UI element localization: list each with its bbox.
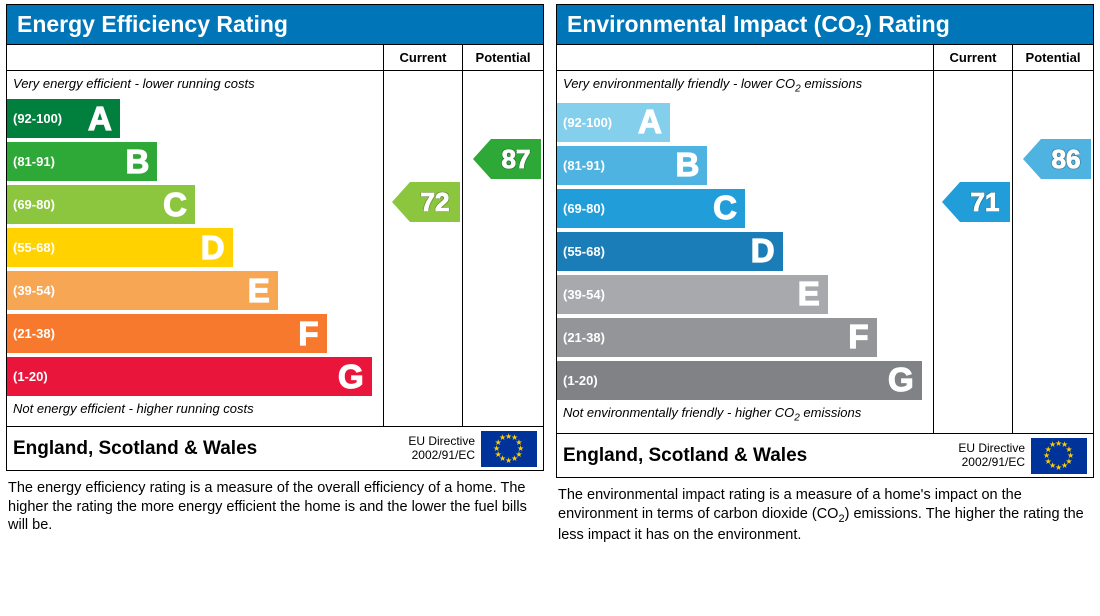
header-potential: Potential xyxy=(1013,45,1093,70)
rating-arrow: 87 xyxy=(473,139,541,179)
band-range: (81-91) xyxy=(7,154,126,169)
rating-band-e: (39-54)E xyxy=(7,271,278,310)
directive-label: EU Directive 2002/91/EC xyxy=(958,442,1025,470)
potential-column: 86 xyxy=(1013,71,1093,433)
band-letter: A xyxy=(88,100,120,138)
rating-box: Current Potential Very energy efficient … xyxy=(6,45,544,471)
band-range: (39-54) xyxy=(7,283,248,298)
description-text: The energy efficiency rating is a measur… xyxy=(6,471,544,535)
top-note: Very environmentally friendly - lower CO… xyxy=(557,75,933,99)
top-note: Very energy efficient - lower running co… xyxy=(7,75,383,95)
band-range: (92-100) xyxy=(557,115,638,130)
band-range: (55-68) xyxy=(7,240,201,255)
rating-band-a: (92-100)A xyxy=(7,99,120,138)
chart-row: Very energy efficient - lower running co… xyxy=(7,71,543,426)
directive-label: EU Directive 2002/91/EC xyxy=(408,435,475,463)
band-letter: G xyxy=(888,361,922,399)
rating-band-f: (21-38)F xyxy=(557,318,877,357)
band-range: (69-80) xyxy=(7,197,163,212)
band-letter: B xyxy=(126,143,158,181)
region-label: England, Scotland & Wales xyxy=(13,438,408,460)
bottom-note: Not energy efficient - higher running co… xyxy=(7,400,383,420)
rating-band-c: (69-80)C xyxy=(7,185,195,224)
header-current: Current xyxy=(934,45,1013,70)
footer-row: England, Scotland & Wales EU Directive 2… xyxy=(557,433,1093,477)
band-letter: E xyxy=(798,275,828,313)
rating-band-c: (69-80)C xyxy=(557,189,745,228)
header-row: Current Potential xyxy=(7,45,543,71)
band-letter: D xyxy=(201,229,233,267)
rating-band-d: (55-68)D xyxy=(7,228,233,267)
bands-area: Very energy efficient - lower running co… xyxy=(7,71,384,426)
band-range: (92-100) xyxy=(7,111,88,126)
rating-value: 87 xyxy=(491,139,541,179)
band-letter: B xyxy=(676,146,708,184)
band-range: (1-20) xyxy=(7,369,338,384)
region-label: England, Scotland & Wales xyxy=(563,445,958,467)
chart-row: Very environmentally friendly - lower CO… xyxy=(557,71,1093,433)
band-range: (69-80) xyxy=(557,201,713,216)
band-letter: C xyxy=(163,186,195,224)
rating-band-f: (21-38)F xyxy=(7,314,327,353)
band-range: (39-54) xyxy=(557,287,798,302)
environmental-impact-panel: Environmental Impact (CO2) Rating Curren… xyxy=(556,4,1094,544)
band-range: (55-68) xyxy=(557,244,751,259)
band-letter: G xyxy=(338,358,372,396)
header-current: Current xyxy=(384,45,463,70)
description-text: The environmental impact rating is a mea… xyxy=(556,478,1094,544)
current-column: 72 xyxy=(384,71,463,426)
rating-band-d: (55-68)D xyxy=(557,232,783,271)
bands-area: Very environmentally friendly - lower CO… xyxy=(557,71,934,433)
band-letter: D xyxy=(751,232,783,270)
current-column: 71 xyxy=(934,71,1013,433)
band-letter: F xyxy=(298,315,326,353)
rating-box: Current Potential Very environmentally f… xyxy=(556,45,1094,478)
eu-flag-icon: ★★★★★★★★★★★★ xyxy=(481,431,537,467)
rating-band-e: (39-54)E xyxy=(557,275,828,314)
band-range: (21-38) xyxy=(7,326,298,341)
bottom-note: Not environmentally friendly - higher CO… xyxy=(557,404,933,428)
rating-value: 86 xyxy=(1041,139,1091,179)
panel-title: Energy Efficiency Rating xyxy=(6,4,544,45)
rating-band-b: (81-91)B xyxy=(7,142,157,181)
band-letter: E xyxy=(248,272,278,310)
band-letter: A xyxy=(638,103,670,141)
band-range: (21-38) xyxy=(557,330,848,345)
band-range: (1-20) xyxy=(557,373,888,388)
rating-arrow: 72 xyxy=(392,182,460,222)
rating-arrow: 71 xyxy=(942,182,1010,222)
rating-band-g: (1-20)G xyxy=(557,361,922,400)
rating-band-a: (92-100)A xyxy=(557,103,670,142)
rating-band-b: (81-91)B xyxy=(557,146,707,185)
rating-value: 71 xyxy=(960,182,1010,222)
potential-column: 87 xyxy=(463,71,543,426)
rating-band-g: (1-20)G xyxy=(7,357,372,396)
footer-row: England, Scotland & Wales EU Directive 2… xyxy=(7,426,543,470)
rating-arrow: 86 xyxy=(1023,139,1091,179)
band-letter: C xyxy=(713,189,745,227)
energy-efficiency-panel: Energy Efficiency Rating Current Potenti… xyxy=(6,4,544,544)
band-range: (81-91) xyxy=(557,158,676,173)
rating-certificate: Energy Efficiency Rating Current Potenti… xyxy=(0,0,1100,548)
eu-flag-icon: ★★★★★★★★★★★★ xyxy=(1031,438,1087,474)
band-letter: F xyxy=(848,318,876,356)
panel-title: Environmental Impact (CO2) Rating xyxy=(556,4,1094,45)
rating-value: 72 xyxy=(410,182,460,222)
header-row: Current Potential xyxy=(557,45,1093,71)
header-potential: Potential xyxy=(463,45,543,70)
